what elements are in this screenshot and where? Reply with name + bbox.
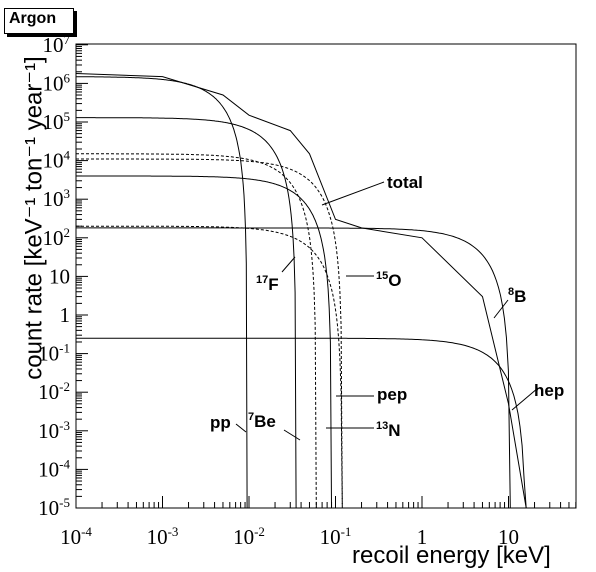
- y-tick-label: 102: [43, 225, 71, 250]
- x-tick-label: 10-4: [60, 524, 92, 549]
- title-box: [4, 8, 74, 34]
- pp-leader: [235, 423, 247, 433]
- total-leader: [321, 181, 385, 206]
- series-pp: [76, 76, 248, 509]
- be7-leader: [283, 429, 301, 441]
- x-tick-label: 10-2: [233, 524, 265, 549]
- series-hep: [76, 337, 527, 509]
- series-15o: [76, 158, 343, 509]
- y-tick-label: 10: [49, 264, 70, 288]
- label-13n: 13N: [376, 420, 401, 440]
- label-pp: pp: [210, 413, 231, 432]
- y-tick-label: 10-5: [38, 495, 70, 520]
- label-7be: 7Be: [248, 411, 276, 431]
- y-tick-label: 103: [43, 186, 71, 211]
- label-17f: 17F: [256, 274, 279, 294]
- y-tick-label: 10-3: [38, 418, 70, 443]
- label-pep: pep: [377, 385, 407, 404]
- chart-title: Argon: [9, 10, 57, 27]
- hep-leader: [511, 387, 539, 411]
- x-tick-label: 10: [498, 525, 519, 549]
- label-15o: 15O: [376, 270, 401, 290]
- y-tick-label: 104: [43, 148, 71, 173]
- y-tick-label: 107: [43, 32, 71, 57]
- x-tick-label: 10-1: [320, 524, 352, 549]
- y-tick-label: 105: [43, 109, 71, 134]
- series-8b: [76, 227, 511, 509]
- f17-leader: [281, 256, 296, 273]
- label-total: total: [387, 173, 423, 192]
- y-tick-label: 10-2: [38, 379, 70, 404]
- label-hep: hep: [534, 381, 564, 400]
- series-pep: [76, 175, 332, 509]
- y-tick-label: 1: [60, 303, 71, 327]
- x-tick-label: 1: [417, 525, 428, 549]
- series-13n: [76, 153, 317, 509]
- series-17f: [76, 225, 343, 509]
- b8-leader: [493, 299, 509, 319]
- label-8b: 8B: [508, 286, 526, 306]
- x-tick-label: 10-3: [147, 524, 179, 549]
- y-tick-label: 10-1: [38, 341, 70, 366]
- series-total: [75, 73, 527, 509]
- x-axis-label: recoil energy [keV]: [352, 542, 551, 569]
- series-7be: [76, 117, 297, 509]
- plot-frame: [75, 43, 577, 509]
- y-tick-label: 10-4: [38, 456, 70, 481]
- y-tick-label: 106: [43, 70, 71, 95]
